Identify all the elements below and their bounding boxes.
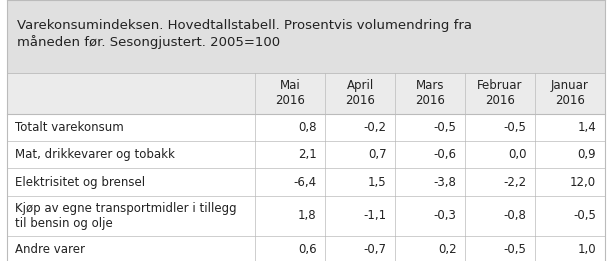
Text: -3,8: -3,8 [434, 176, 457, 188]
Text: -0,5: -0,5 [573, 210, 596, 222]
Text: 1,8: 1,8 [298, 210, 317, 222]
Text: 1,4: 1,4 [578, 121, 596, 134]
Bar [7, 141, 605, 168]
Bar [7, 114, 605, 141]
Text: -0,2: -0,2 [364, 121, 387, 134]
Text: Elektrisitet og brensel: Elektrisitet og brensel [15, 176, 145, 188]
Text: 2,1: 2,1 [298, 148, 317, 161]
Text: Mars
2016: Mars 2016 [415, 79, 445, 107]
Text: Varekonsumindeksen. Hovedtallstabell. Prosentvis volumendring fra
måneden før. S: Varekonsumindeksen. Hovedtallstabell. Pr… [17, 19, 471, 49]
Text: -0,8: -0,8 [504, 210, 526, 222]
Text: -0,6: -0,6 [433, 148, 457, 161]
Text: 0,0: 0,0 [508, 148, 526, 161]
Text: 12,0: 12,0 [570, 176, 596, 188]
Text: Kjøp av egne transportmidler i tillegg
til bensin og olje: Kjøp av egne transportmidler i tillegg t… [15, 202, 236, 230]
Text: Mai
2016: Mai 2016 [275, 79, 305, 107]
Bar [7, 236, 605, 261]
Text: 0,2: 0,2 [438, 244, 457, 256]
Bar [7, 168, 605, 196]
Text: -0,7: -0,7 [364, 244, 387, 256]
Bar [7, 73, 605, 114]
Text: Totalt varekonsum: Totalt varekonsum [15, 121, 124, 134]
Text: Januar
2016: Januar 2016 [551, 79, 589, 107]
Text: April
2016: April 2016 [345, 79, 375, 107]
Text: 0,7: 0,7 [368, 148, 387, 161]
Text: Mat, drikkevarer og tobakk: Mat, drikkevarer og tobakk [15, 148, 174, 161]
Text: -0,5: -0,5 [504, 121, 526, 134]
Text: -0,3: -0,3 [434, 210, 457, 222]
Text: 1,5: 1,5 [368, 176, 387, 188]
Text: 0,6: 0,6 [298, 244, 317, 256]
Bar [7, 0, 605, 73]
Text: -0,5: -0,5 [434, 121, 457, 134]
Text: Andre varer: Andre varer [15, 244, 84, 256]
Text: -0,5: -0,5 [504, 244, 526, 256]
Text: -2,2: -2,2 [503, 176, 526, 188]
Text: 0,9: 0,9 [578, 148, 596, 161]
Text: Februar
2016: Februar 2016 [477, 79, 523, 107]
Bar [7, 196, 605, 236]
Text: 0,8: 0,8 [298, 121, 317, 134]
Text: -1,1: -1,1 [364, 210, 387, 222]
Text: -6,4: -6,4 [294, 176, 317, 188]
Text: 1,0: 1,0 [578, 244, 596, 256]
